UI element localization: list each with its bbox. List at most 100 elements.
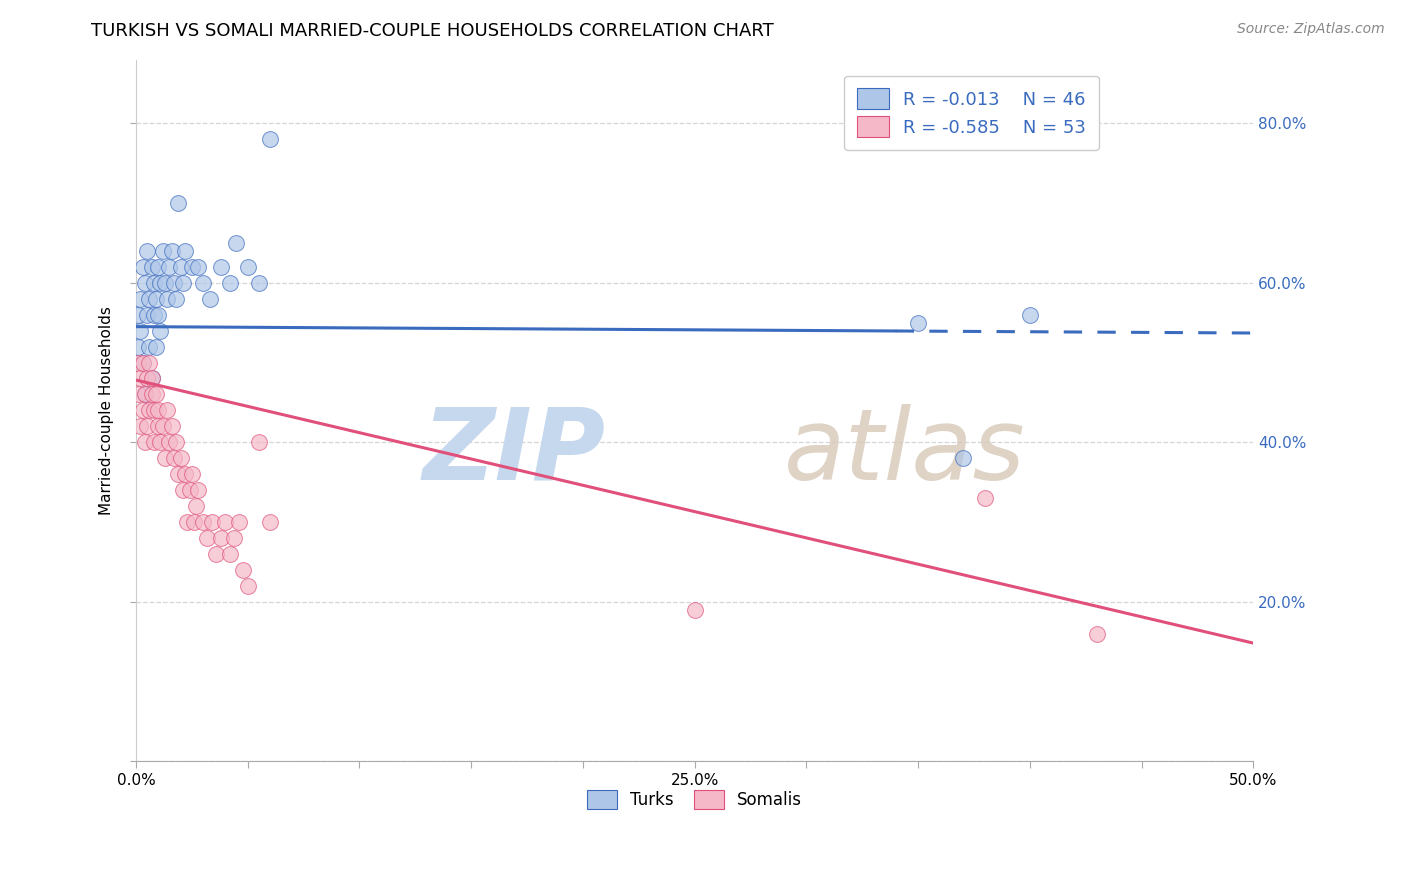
Point (236, 579, 259, 593)
Point (187, 260, 209, 274)
Point (224, 531, 246, 545)
Point (138, 292, 160, 306)
Point (209, 260, 232, 274)
Point (131, 355, 153, 369)
Point (131, 260, 153, 274)
Point (136, 308, 159, 322)
Point (134, 276, 156, 290)
Point (174, 244, 197, 258)
Point (127, 308, 149, 322)
Point (228, 515, 250, 529)
Point (157, 260, 180, 274)
Point (209, 531, 232, 545)
Point (201, 515, 224, 529)
Point (1085, 626, 1108, 640)
Point (214, 515, 236, 529)
Point (197, 531, 219, 545)
Point (198, 292, 221, 306)
Point (165, 435, 187, 450)
Point (138, 355, 160, 369)
Point (974, 491, 997, 505)
Point (157, 435, 180, 450)
Point (259, 515, 281, 529)
Point (134, 435, 156, 450)
Point (149, 435, 172, 450)
Y-axis label: Married-couple Households: Married-couple Households (100, 306, 114, 515)
Point (165, 292, 187, 306)
Point (156, 292, 179, 306)
Point (683, 602, 706, 616)
Text: atlas: atlas (785, 404, 1025, 501)
Point (129, 419, 152, 434)
Point (138, 340, 160, 354)
Point (142, 276, 165, 290)
Point (131, 403, 153, 417)
Point (152, 419, 174, 434)
Point (218, 547, 240, 561)
Point (169, 451, 191, 466)
Point (179, 483, 201, 497)
Point (153, 451, 176, 466)
Point (127, 355, 149, 369)
Point (187, 483, 209, 497)
Point (163, 451, 186, 466)
Point (186, 499, 208, 513)
Point (259, 132, 281, 146)
Point (952, 451, 974, 466)
Point (136, 244, 159, 258)
Text: Source: ZipAtlas.com: Source: ZipAtlas.com (1237, 22, 1385, 37)
Point (138, 403, 160, 417)
Point (160, 244, 183, 258)
Point (153, 276, 176, 290)
Point (247, 435, 270, 450)
Point (141, 387, 163, 401)
Point (141, 371, 163, 385)
Point (145, 387, 167, 401)
Point (225, 235, 247, 250)
Point (236, 260, 259, 274)
Point (134, 387, 156, 401)
Point (907, 316, 929, 330)
Point (218, 276, 240, 290)
Point (127, 340, 149, 354)
Point (148, 260, 170, 274)
Point (148, 403, 170, 417)
Point (145, 340, 167, 354)
Point (247, 276, 270, 290)
Point (142, 308, 165, 322)
Point (183, 515, 205, 529)
Point (232, 563, 254, 577)
Point (191, 515, 214, 529)
Point (163, 276, 186, 290)
Legend: Turks, Somalis: Turks, Somalis (581, 783, 808, 816)
Point (176, 515, 198, 529)
Point (191, 276, 214, 290)
Point (149, 324, 172, 338)
Point (167, 467, 190, 482)
Point (180, 260, 202, 274)
Point (160, 419, 183, 434)
Point (136, 419, 159, 434)
Point (167, 196, 190, 211)
Point (131, 355, 153, 369)
Point (152, 244, 174, 258)
Point (141, 260, 163, 274)
Point (141, 371, 163, 385)
Text: TURKISH VS SOMALI MARRIED-COUPLE HOUSEHOLDS CORRELATION CHART: TURKISH VS SOMALI MARRIED-COUPLE HOUSEHO… (91, 22, 775, 40)
Point (180, 467, 202, 482)
Point (174, 467, 197, 482)
Point (145, 292, 167, 306)
Point (142, 403, 165, 417)
Point (149, 276, 172, 290)
Point (172, 483, 194, 497)
Point (134, 387, 156, 401)
Point (148, 419, 170, 434)
Point (169, 260, 191, 274)
Point (127, 387, 149, 401)
Point (156, 403, 179, 417)
Point (148, 308, 170, 322)
Point (129, 324, 152, 338)
Point (129, 292, 152, 306)
Point (129, 371, 152, 385)
Point (205, 547, 228, 561)
